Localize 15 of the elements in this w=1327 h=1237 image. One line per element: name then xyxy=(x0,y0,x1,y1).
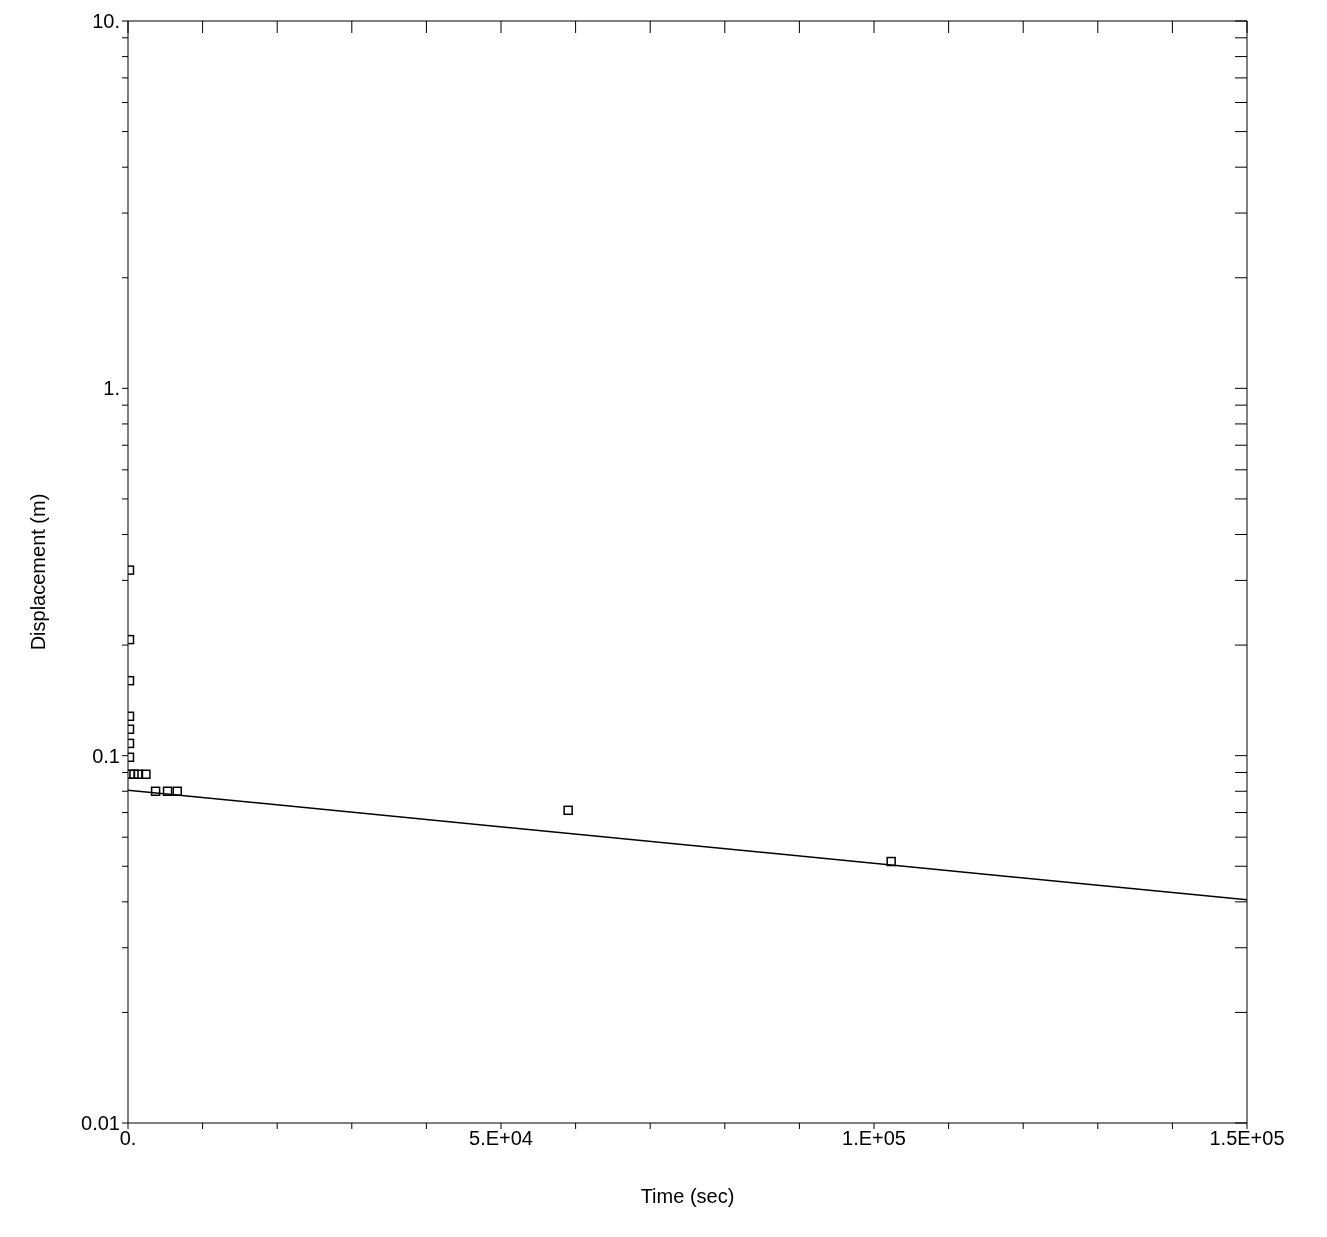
x-axis-title: Time (sec) xyxy=(640,1185,735,1207)
x-tick-label: 0. xyxy=(119,1127,137,1150)
y-tick-label: 0.1 xyxy=(92,744,120,767)
y-axis-title: Displacement (m) xyxy=(27,493,50,651)
point xyxy=(886,856,896,867)
y-tick-label: 1. xyxy=(103,377,120,400)
point xyxy=(563,805,573,816)
x-tick-label: 5.E+04 xyxy=(469,1127,533,1150)
y-tick-label: 10. xyxy=(92,10,120,33)
point xyxy=(128,565,135,575)
x-tick-label: 1.5E+05 xyxy=(1209,1127,1285,1150)
point xyxy=(141,769,151,780)
y-tick-label: 0.01 xyxy=(81,1112,120,1135)
x-tick-label: 1.E+05 xyxy=(842,1127,906,1150)
point xyxy=(172,786,182,797)
